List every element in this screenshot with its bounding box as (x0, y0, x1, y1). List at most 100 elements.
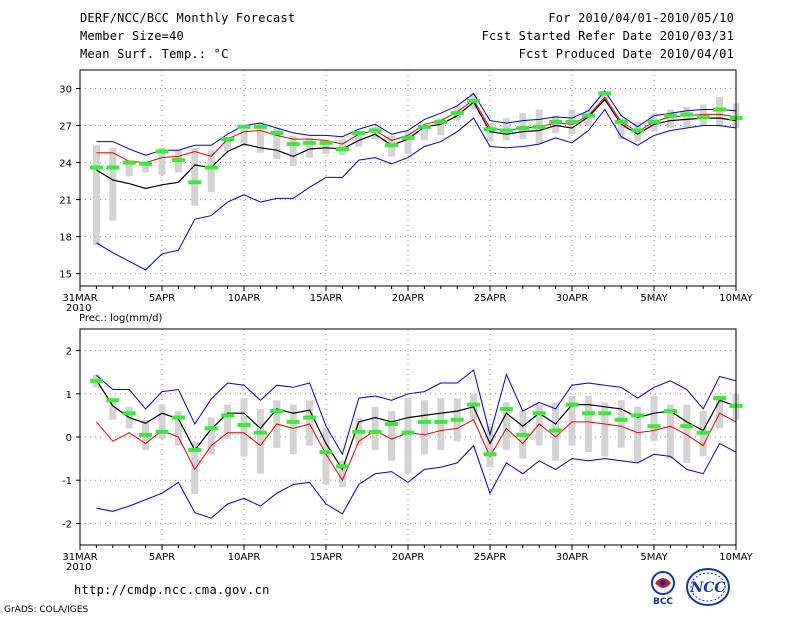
x-tick-label: 25APR (474, 552, 507, 563)
median-mark (303, 140, 317, 145)
ensemble-box (584, 395, 592, 453)
x-tick-label: 5MAY (640, 552, 668, 563)
x-year-label: 2010 (66, 303, 91, 314)
x-tick-label: 5APR (149, 293, 175, 304)
median-mark (352, 429, 366, 434)
series-mean-line (95, 379, 737, 471)
ensemble-box (568, 395, 576, 446)
ensemble-box (109, 398, 117, 420)
median-mark (352, 130, 366, 135)
median-mark (401, 135, 415, 140)
x-tick-label: 15APR (310, 552, 343, 563)
median-mark (204, 165, 218, 170)
median-mark (171, 415, 185, 420)
x-tick-label: 5MAY (640, 293, 668, 304)
median-mark (614, 417, 628, 422)
median-mark (631, 128, 645, 133)
ensemble-box (306, 137, 314, 158)
median-mark (696, 114, 710, 119)
x-tick-label: 10APR (228, 552, 261, 563)
median-mark (467, 98, 481, 103)
x-tick-label: 10MAY (719, 552, 753, 563)
y-tick-label: -2 (62, 519, 72, 530)
median-mark (188, 180, 202, 185)
median-mark (663, 113, 677, 118)
ensemble-box (224, 137, 232, 152)
median-mark (253, 124, 267, 129)
ensemble-box (388, 411, 396, 461)
x-tick-label: 20APR (392, 293, 425, 304)
ensemble-box (371, 406, 379, 450)
median-mark (368, 429, 382, 434)
median-mark (319, 140, 333, 145)
produced-date: Fcst Produced Date 2010/04/01 (518, 47, 734, 61)
y-tick-label: 0 (66, 433, 72, 444)
ensemble-box (191, 147, 199, 206)
series-upper-line (96, 96, 737, 164)
median-mark (139, 432, 153, 437)
median-mark (565, 119, 579, 124)
median-mark (434, 119, 448, 124)
x-tick-label: 30APR (556, 293, 589, 304)
precip-panel-title: Prec.: log(mm/d) (79, 313, 162, 324)
ensemble-box (224, 404, 232, 440)
median-mark (401, 430, 415, 435)
series-min-line (96, 108, 737, 271)
ensemble-box (158, 404, 166, 440)
y-tick-label: 15 (59, 270, 72, 281)
median-mark (89, 165, 103, 170)
ensemble-box (207, 417, 215, 455)
median-mark (713, 396, 727, 401)
ensemble-box (650, 395, 658, 442)
ensemble-box (404, 131, 412, 154)
y-tick-label: 27 (59, 122, 72, 133)
median-mark (549, 119, 563, 124)
median-mark (549, 428, 563, 433)
ensemble-box (289, 135, 297, 167)
ensemble-box (683, 107, 691, 129)
ensemble-box (273, 128, 281, 159)
grads-credit: GrADS: COLA/IGES (4, 605, 89, 615)
y-tick-label: 18 (59, 233, 72, 244)
median-mark (335, 464, 349, 469)
median-mark (253, 430, 267, 435)
median-mark (499, 128, 513, 133)
median-mark (204, 426, 218, 431)
ensemble-box (617, 118, 625, 140)
median-mark (680, 424, 694, 429)
ensemble-box (552, 115, 560, 133)
ncc-logo-text: NCC (689, 580, 725, 596)
median-mark (532, 124, 546, 129)
ensemble-box (502, 402, 510, 450)
y-tick-label: 21 (59, 196, 72, 207)
footer-url[interactable]: http://cmdp.ncc.cma.gov.cn (74, 583, 270, 597)
ensemble-box (420, 400, 428, 455)
ncc-logo-icon: NCC (686, 568, 730, 606)
ensemble-box (404, 398, 412, 474)
median-mark (286, 142, 300, 147)
bcc-logo-icon: BCC (651, 571, 675, 606)
x-tick-label: 20APR (392, 552, 425, 563)
median-mark (598, 411, 612, 416)
series-mean-line (96, 98, 737, 190)
ensemble-box (420, 125, 428, 141)
temperature-panel: 15 18 21 24 27 30 31MAR 5APR 10APR 15APR 20APR 25AP… (59, 69, 754, 314)
median-mark (237, 422, 251, 427)
member-size: Member Size=40 (80, 29, 184, 43)
y-tick-label: 2 (66, 347, 72, 358)
ensemble-box (142, 162, 150, 173)
median-mark (221, 413, 235, 418)
ensemble-box (437, 118, 445, 136)
x-year-label: 2010 (66, 562, 91, 573)
median-mark (171, 158, 185, 163)
median-mark (434, 419, 448, 424)
ensemble-box (683, 404, 691, 463)
median-mark (467, 402, 481, 407)
ensemble-box (338, 460, 346, 487)
bcc-logo-text: BCC (653, 597, 673, 606)
median-mark (532, 411, 546, 416)
median-mark (303, 415, 317, 420)
median-mark (417, 419, 431, 424)
ensemble-box (322, 428, 330, 485)
